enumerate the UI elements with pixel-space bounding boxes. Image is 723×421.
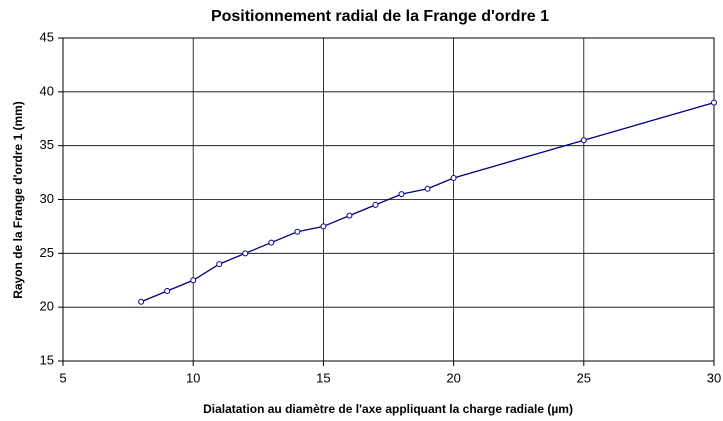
x-tick-label: 10 [186,370,200,385]
x-tick-label: 15 [316,370,330,385]
data-point [164,288,171,295]
data-point [138,298,145,305]
data-point [711,99,717,106]
data-point [216,261,223,268]
x-tick-label: 5 [59,370,66,385]
x-axis-label: Dialatation au diamètre de l'axe appliqu… [203,402,573,416]
y-tick-label: 35 [40,137,54,152]
x-tick-label: 25 [577,370,591,385]
x-tick-label: 30 [707,370,721,385]
x-tick-label: 20 [446,370,460,385]
data-point [268,239,275,246]
data-point [450,174,457,181]
data-point [398,191,405,198]
data-point [190,277,197,284]
y-tick-label: 40 [40,83,54,98]
y-tick-label: 25 [40,245,54,260]
chart-title: Positionnement radial de la Frange d'ord… [211,8,549,25]
data-point [424,185,431,192]
data-point [372,201,379,208]
data-point [242,250,249,257]
y-tick-label: 20 [40,299,54,314]
y-tick-label: 45 [40,29,54,44]
data-point [294,228,301,235]
y-tick-label: 15 [40,352,54,367]
data-point [580,137,587,144]
data-point [320,223,327,230]
data-point [346,212,353,219]
y-axis-label: Rayon de la Frange d'ordre 1 (mm) [11,101,25,299]
y-tick-label: 30 [40,191,54,206]
